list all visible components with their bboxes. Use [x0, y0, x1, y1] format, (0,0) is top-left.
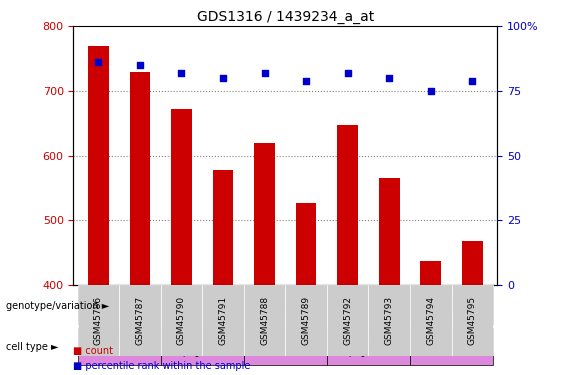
- Text: megakaryocyte
progenitor: megakaryocyte progenitor: [172, 337, 232, 357]
- FancyBboxPatch shape: [327, 285, 368, 356]
- Text: GSM45794: GSM45794: [426, 296, 435, 345]
- Bar: [212, 170, 233, 375]
- Point: [302, 78, 311, 84]
- FancyBboxPatch shape: [77, 285, 119, 356]
- FancyBboxPatch shape: [119, 285, 160, 356]
- Text: GSM45789: GSM45789: [302, 296, 311, 345]
- Text: GATA-1deltaNeod
eltaHS mutant: GATA-1deltaNeod eltaHS mutant: [412, 296, 491, 315]
- Bar: [462, 241, 483, 375]
- FancyBboxPatch shape: [244, 285, 285, 356]
- Text: megakaryocyte
progenitor: megakaryocyte progenitor: [338, 337, 398, 357]
- FancyBboxPatch shape: [244, 328, 327, 366]
- Text: wild type: wild type: [140, 301, 181, 310]
- Text: megakaryocyte: megakaryocyte: [255, 342, 315, 351]
- Point: [94, 60, 103, 66]
- FancyBboxPatch shape: [160, 285, 202, 356]
- Text: GSM45786: GSM45786: [94, 296, 103, 345]
- Text: GSM45795: GSM45795: [468, 296, 477, 345]
- FancyBboxPatch shape: [160, 328, 244, 366]
- FancyBboxPatch shape: [77, 328, 160, 366]
- FancyBboxPatch shape: [451, 285, 493, 356]
- Point: [219, 75, 228, 81]
- FancyBboxPatch shape: [410, 287, 493, 324]
- FancyBboxPatch shape: [410, 285, 451, 356]
- Text: GSM45791: GSM45791: [219, 296, 228, 345]
- Text: cell type ►: cell type ►: [6, 342, 58, 352]
- Text: genotype/variation ►: genotype/variation ►: [6, 301, 109, 311]
- Point: [177, 70, 186, 76]
- Text: GSM45790: GSM45790: [177, 296, 186, 345]
- Text: megakaryocyte: megakaryocyte: [89, 342, 149, 351]
- Text: GATA-1deltaN mutant: GATA-1deltaN mutant: [278, 301, 376, 310]
- Bar: [129, 72, 150, 375]
- Text: ■ count: ■ count: [73, 346, 114, 356]
- Title: GDS1316 / 1439234_a_at: GDS1316 / 1439234_a_at: [197, 10, 374, 24]
- FancyBboxPatch shape: [77, 287, 244, 324]
- FancyBboxPatch shape: [410, 328, 493, 366]
- Bar: [88, 46, 108, 375]
- Bar: [337, 124, 358, 375]
- Point: [468, 78, 477, 84]
- Text: GSM45793: GSM45793: [385, 296, 394, 345]
- FancyBboxPatch shape: [285, 285, 327, 356]
- Text: GSM45792: GSM45792: [343, 296, 352, 345]
- FancyBboxPatch shape: [202, 285, 244, 356]
- Point: [343, 70, 352, 76]
- Text: ■ percentile rank within the sample: ■ percentile rank within the sample: [73, 361, 251, 371]
- Bar: [254, 143, 275, 375]
- Point: [426, 88, 435, 94]
- Text: GSM45787: GSM45787: [136, 296, 145, 345]
- FancyBboxPatch shape: [244, 287, 410, 324]
- FancyBboxPatch shape: [327, 328, 410, 366]
- Bar: [420, 261, 441, 375]
- Point: [136, 62, 145, 68]
- Text: megakaryocyte: megakaryocyte: [421, 342, 481, 351]
- Bar: [171, 109, 192, 375]
- Bar: [379, 178, 399, 375]
- Bar: [295, 203, 316, 375]
- FancyBboxPatch shape: [368, 285, 410, 356]
- Point: [385, 75, 394, 81]
- Point: [260, 70, 269, 76]
- Text: GSM45788: GSM45788: [260, 296, 269, 345]
